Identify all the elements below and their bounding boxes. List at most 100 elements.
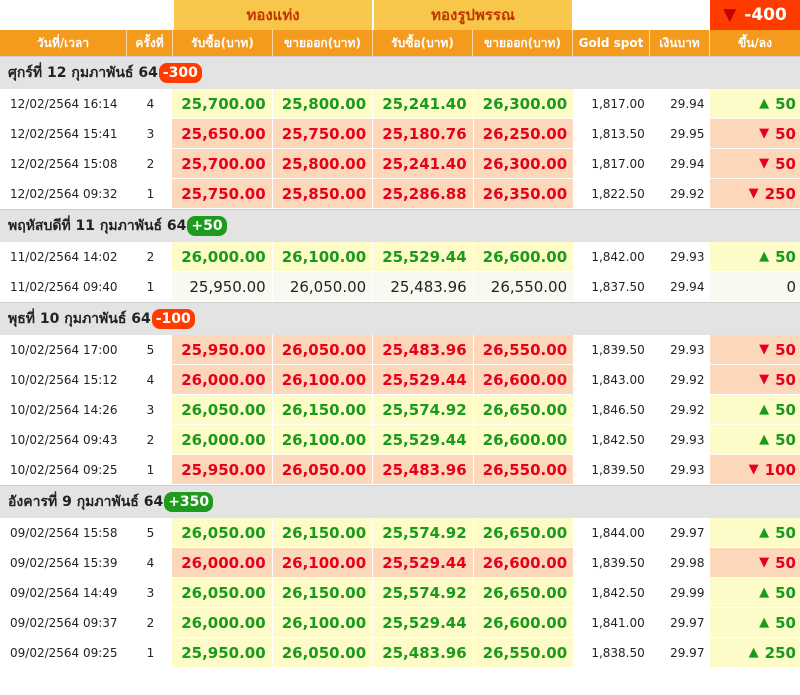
cell-thb: 29.93 — [670, 462, 705, 477]
cell-bar-sell: 26,150.00 — [272, 578, 373, 607]
cell-ornament-buy: 25,574.92 — [373, 395, 473, 424]
cell-datetime: 09/02/2564 15:58 — [10, 525, 118, 540]
cell-datetime: 10/02/2564 15:12 — [10, 372, 118, 387]
cell-bar-sell: 26,100.00 — [272, 548, 373, 577]
cell-bar-buy: 26,050.00 — [172, 518, 272, 547]
cell-ornament-sell: 26,650.00 — [473, 518, 574, 547]
cell-round: 4 — [146, 372, 155, 387]
cell-thb: 29.97 — [670, 615, 705, 630]
cell-thb: 29.92 — [670, 402, 705, 417]
cell-change: 0 — [710, 272, 800, 301]
change-value: 50 — [775, 553, 796, 572]
cell-datetime: 09/02/2564 14:49 — [10, 585, 118, 600]
day-header: ศุกร์ที่ 12 กุมภาพันธ์ 64 -300 — [0, 57, 800, 89]
col-header-bar-buy: รับซื้อ(บาท) — [173, 30, 273, 56]
triangle-down-icon: ▼ — [759, 555, 770, 570]
table-row: 10/02/2564 15:12 4 26,000.00 26,100.00 25,52… — [0, 365, 800, 395]
cell-thb: 29.93 — [670, 249, 705, 264]
change-value: 50 — [775, 400, 796, 419]
column-header-row: วันที่/เวลา ครั้งที่ รับซื้อ(บาท) ขายออก… — [0, 30, 800, 56]
cell-ornament-sell: 26,550.00 — [473, 455, 574, 484]
triangle-up-icon: ▲ — [759, 96, 770, 111]
cell-bar-buy: 25,650.00 — [172, 119, 272, 148]
cell-change: ▲ 50 — [710, 395, 800, 424]
table-row: 09/02/2564 09:37 2 26,000.00 26,100.00 25,52… — [0, 608, 800, 638]
cell-ornament-buy: 25,529.44 — [373, 425, 473, 454]
cell-gold-spot: 1,838.50 — [591, 645, 645, 660]
cell-ornament-buy: 25,180.76 — [373, 119, 473, 148]
cell-gold-spot: 1,817.00 — [591, 96, 645, 111]
cell-datetime: 09/02/2564 09:37 — [10, 615, 118, 630]
triangle-up-icon: ▲ — [748, 645, 759, 660]
table-row: 10/02/2564 14:26 3 26,050.00 26,150.00 25,57… — [0, 395, 800, 425]
table-row: 11/02/2564 14:02 2 26,000.00 26,100.00 25,52… — [0, 242, 800, 272]
cell-ornament-sell: 26,550.00 — [473, 272, 574, 301]
cell-gold-spot: 1,839.50 — [591, 555, 645, 570]
cell-gold-spot: 1,842.50 — [591, 585, 645, 600]
cell-round: 1 — [146, 186, 155, 201]
cell-ornament-buy: 25,483.96 — [373, 455, 473, 484]
cell-bar-sell: 26,150.00 — [272, 518, 373, 547]
cell-bar-sell: 26,150.00 — [272, 395, 373, 424]
cell-gold-spot: 1,842.00 — [591, 249, 645, 264]
cell-round: 2 — [146, 432, 155, 447]
cell-bar-sell: 26,050.00 — [272, 335, 373, 364]
cell-gold-spot: 1,837.50 — [591, 279, 645, 294]
cell-change: ▲ 50 — [710, 578, 800, 607]
cell-ornament-sell: 26,600.00 — [473, 548, 574, 577]
cell-ornament-sell: 26,600.00 — [473, 425, 574, 454]
gold-price-table: ทองแท่ง ทองรูปพรรณ ▼ -400 วันที่/เวลา คร… — [0, 0, 800, 668]
table-body: ศุกร์ที่ 12 กุมภาพันธ์ 64 -300 12/02/2564 … — [0, 56, 800, 668]
change-value: 0 — [786, 277, 796, 296]
table-row: 10/02/2564 17:00 5 25,950.00 26,050.00 25,48… — [0, 335, 800, 365]
col-header-thb: เงินบาท — [650, 30, 710, 56]
triangle-up-icon: ▲ — [759, 402, 770, 417]
total-change-value: -400 — [744, 5, 787, 25]
cell-change: ▼ 50 — [710, 548, 800, 577]
cell-bar-sell: 26,100.00 — [272, 365, 373, 394]
day-header-row: พฤหัสบดีที่ 11 กุมภาพันธ์ 64 +50 — [0, 209, 800, 242]
bar-gold-header: ทองแท่ง — [174, 0, 372, 30]
cell-ornament-sell: 26,650.00 — [473, 578, 574, 607]
cell-datetime: 09/02/2564 15:39 — [10, 555, 118, 570]
day-title: พุธที่ 10 กุมภาพันธ์ 64 — [8, 311, 151, 327]
col-header-ornament-sell: ขายออก(บาท) — [473, 30, 573, 56]
cell-ornament-buy: 25,483.96 — [373, 272, 473, 301]
cell-round: 1 — [146, 279, 155, 294]
col-header-ornament-buy: รับซื้อ(บาท) — [373, 30, 473, 56]
cell-change: ▼ 50 — [710, 335, 800, 364]
change-value: 50 — [775, 94, 796, 113]
cell-gold-spot: 1,813.50 — [591, 126, 645, 141]
cell-bar-sell: 26,050.00 — [272, 638, 373, 667]
change-value: 50 — [775, 430, 796, 449]
cell-round: 4 — [146, 555, 155, 570]
cell-bar-buy: 26,050.00 — [172, 578, 272, 607]
triangle-down-icon: ▼ — [759, 342, 770, 357]
cell-bar-sell: 25,800.00 — [272, 149, 373, 178]
day-header: อังคารที่ 9 กุมภาพันธ์ 64 +350 — [0, 486, 800, 518]
cell-ornament-buy: 25,529.44 — [373, 608, 473, 637]
cell-round: 1 — [146, 645, 155, 660]
cell-ornament-sell: 26,600.00 — [473, 242, 574, 271]
cell-thb: 29.94 — [670, 96, 705, 111]
cell-bar-buy: 25,750.00 — [172, 179, 272, 208]
cell-change: ▼ 100 — [710, 455, 800, 484]
cell-ornament-sell: 26,250.00 — [473, 119, 574, 148]
cell-datetime: 10/02/2564 14:26 — [10, 402, 118, 417]
cell-datetime: 09/02/2564 09:25 — [10, 645, 118, 660]
change-value: 50 — [775, 124, 796, 143]
cell-gold-spot: 1,839.50 — [591, 342, 645, 357]
change-value: 50 — [775, 247, 796, 266]
cell-gold-spot: 1,817.00 — [591, 156, 645, 171]
cell-bar-buy: 26,000.00 — [172, 425, 272, 454]
table-row: 09/02/2564 15:58 5 26,050.00 26,150.00 25,57… — [0, 518, 800, 548]
col-header-gold-spot: Gold spot — [573, 30, 650, 56]
cell-ornament-buy: 25,574.92 — [373, 578, 473, 607]
cell-thb: 29.95 — [670, 126, 705, 141]
change-value: 100 — [764, 460, 796, 479]
cell-datetime: 11/02/2564 09:40 — [10, 279, 118, 294]
cell-change: ▲ 50 — [710, 518, 800, 547]
table-row: 10/02/2564 09:43 2 26,000.00 26,100.00 25,52… — [0, 425, 800, 455]
cell-ornament-buy: 25,529.44 — [373, 365, 473, 394]
cell-round: 4 — [146, 96, 155, 111]
